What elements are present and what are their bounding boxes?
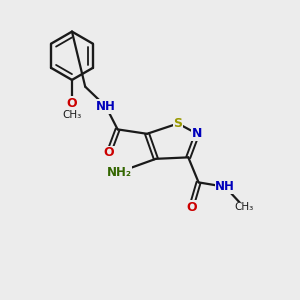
Text: NH: NH [215,180,235,193]
Text: NH₂: NH₂ [106,166,132,178]
Text: O: O [103,146,114,159]
Text: S: S [173,117,182,130]
Text: CH₃: CH₃ [62,110,82,120]
Text: O: O [186,201,196,214]
Text: N: N [192,127,202,140]
Text: CH₃: CH₃ [235,202,254,212]
Text: O: O [67,97,77,110]
Text: NH: NH [96,100,116,113]
